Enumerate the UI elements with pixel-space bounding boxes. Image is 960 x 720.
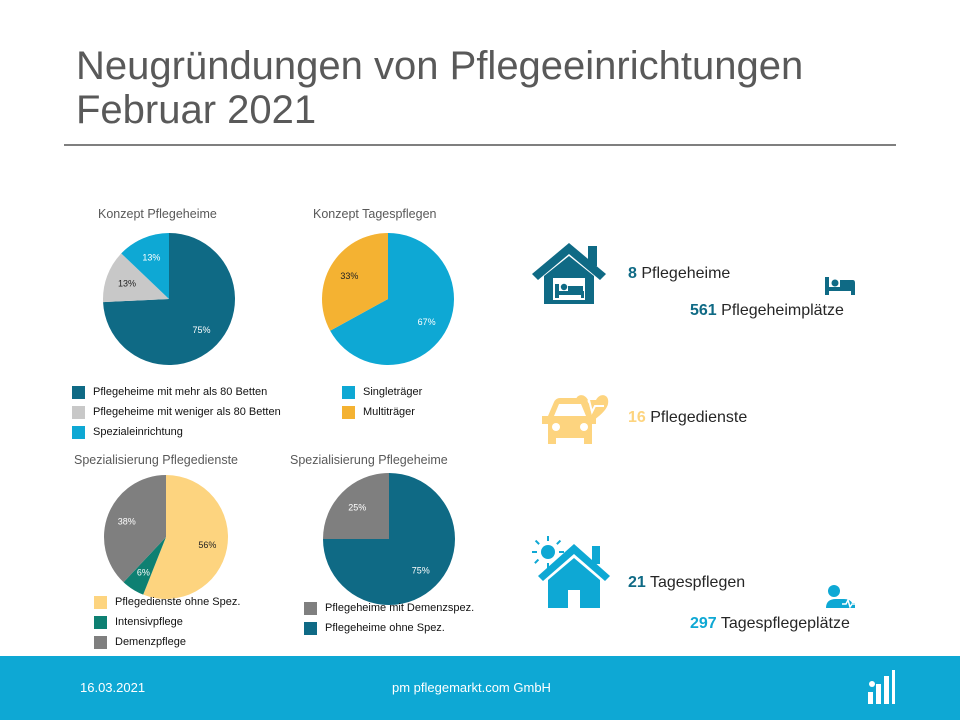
- legend-item: Spezialeinrichtung: [72, 422, 281, 442]
- legend-konzept-tagespflegen: Singleträger Multiträger: [342, 382, 422, 422]
- stat-number: 8: [628, 265, 637, 282]
- legend-label: Pflegeheime ohne Spez.: [325, 622, 445, 634]
- legend-swatch: [72, 385, 85, 399]
- legend-item: Intensivpflege: [94, 612, 240, 632]
- legend-label: Pflegeheime mit Demenzspez.: [325, 602, 475, 614]
- legend-swatch: [304, 621, 317, 635]
- person-lying-icon: [826, 585, 857, 609]
- legend-swatch: [342, 385, 355, 399]
- stat-label: Tagespflegen: [649, 574, 746, 591]
- legend-item: Pflegeheime mit mehr als 80 Betten: [72, 382, 281, 402]
- stat-label: Tagespflegeplätze: [720, 615, 850, 632]
- legend-swatch: [94, 615, 107, 629]
- pie-title-konzept-pflegeheime: Konzept Pflegeheime: [98, 207, 217, 221]
- pie-slice: [121, 233, 169, 299]
- pie-title-spezialisierung-pflegeheime: Spezialisierung Pflegeheime: [290, 453, 448, 467]
- stat-number: 561: [690, 302, 717, 319]
- stat-number: 297: [690, 615, 717, 632]
- legend-swatch: [342, 405, 355, 419]
- pie-data-label: 38%: [118, 516, 136, 526]
- legend-item: Demenzpflege: [94, 632, 240, 652]
- pie-data-label: 13%: [118, 278, 136, 288]
- stat-label: Pflegeheime: [641, 265, 731, 282]
- legend-swatch: [304, 601, 317, 615]
- pie-title-konzept-tagespflegen: Konzept Tagespflegen: [313, 207, 437, 221]
- legend-spezialisierung-pflegeheime: Pflegeheime mit Demenzspez. Pflegeheime …: [304, 598, 474, 638]
- pie-slice: [322, 233, 388, 331]
- legend-label: Demenzpflege: [115, 636, 186, 648]
- stat-label: Pflegedienste: [650, 409, 748, 426]
- title-divider: [64, 144, 896, 146]
- bed-icon: [825, 277, 855, 295]
- title-line-2: Februar 2021: [76, 88, 317, 132]
- pie-slice: [104, 475, 166, 583]
- stat-tagespflegen: 21 Tagespflegen: [628, 574, 745, 592]
- pie-spezialisierung-pflegedienste: 56% 6% 38%: [104, 475, 228, 599]
- legend-label: Pflegedienste ohne Spez.: [115, 596, 241, 608]
- legend-spezialisierung-pflegedienste: Pflegedienste ohne Spez. Intensivpflege …: [94, 592, 240, 652]
- pie-data-label: 33%: [340, 271, 358, 281]
- legend-item: Singleträger: [342, 382, 422, 402]
- legend-swatch: [72, 425, 85, 439]
- legend-label: Multiträger: [363, 406, 415, 418]
- pie-title-spezialisierung-pflegedienste: Spezialisierung Pflegedienste: [74, 453, 238, 467]
- pie-konzept-tagespflegen: 67% 33%: [322, 233, 454, 365]
- stat-number: 21: [628, 574, 646, 591]
- pie-data-label: 75%: [412, 566, 430, 576]
- legend-label: Singleträger: [363, 386, 423, 398]
- legend-label: Intensivpflege: [115, 616, 183, 628]
- pie-slice: [330, 233, 454, 365]
- pie-data-label: 56%: [198, 540, 216, 550]
- legend-swatch: [94, 595, 107, 609]
- stat-pflegeheime: 8 Pflegeheime: [628, 265, 730, 283]
- legend-item: Pflegedienste ohne Spez.: [94, 592, 240, 612]
- footer-date: 16.03.2021: [80, 680, 146, 695]
- sun-house-icon: [532, 536, 610, 608]
- pie-spezialisierung-pflegeheime: 75% 25%: [323, 473, 455, 605]
- pie-konzept-pflegeheime: 75% 13% 13%: [103, 233, 236, 365]
- stat-label: Pflegeheimplätze: [721, 302, 844, 319]
- legend-label: Spezialeinrichtung: [93, 426, 183, 438]
- legend-swatch: [94, 635, 107, 649]
- car-heart-icon: [542, 395, 609, 444]
- stat-number: 16: [628, 409, 646, 426]
- legend-item: Pflegeheime ohne Spez.: [304, 618, 474, 638]
- legend-item: Pflegeheime mit Demenzspez.: [304, 598, 474, 618]
- legend-swatch: [72, 405, 85, 419]
- pie-data-label: 13%: [142, 253, 160, 263]
- stat-pflegedienste: 16 Pflegedienste: [628, 409, 747, 427]
- stat-tagespflegeplaetze: 297 Tagespflegeplätze: [690, 615, 850, 633]
- legend-label: Pflegeheime mit mehr als 80 Betten: [93, 386, 268, 398]
- pie-slice: [143, 475, 228, 599]
- pie-data-label: 67%: [418, 317, 436, 327]
- pie-slice: [123, 537, 166, 595]
- pie-data-label: 25%: [348, 502, 366, 512]
- pie-data-label: 6%: [137, 568, 150, 578]
- legend-konzept-pflegeheime: Pflegeheime mit mehr als 80 Betten Pfleg…: [72, 382, 281, 442]
- stat-pflegeheimplaetze: 561 Pflegeheimplätze: [690, 302, 844, 320]
- pie-slice: [103, 253, 169, 303]
- legend-item: Multiträger: [342, 402, 422, 422]
- page-title: Neugründungen von Pflegeeinrichtungen Fe…: [76, 44, 803, 132]
- footer-company: pm pflegemarkt.com GmbH: [392, 680, 551, 695]
- pie-slice: [323, 473, 389, 539]
- title-line-1: Neugründungen von Pflegeeinrichtungen: [76, 44, 804, 88]
- house-bed-icon: [532, 243, 606, 304]
- legend-item: Pflegeheime mit weniger als 80 Betten: [72, 402, 281, 422]
- pie-data-label: 75%: [192, 325, 210, 335]
- logo-icon: [868, 670, 895, 704]
- pie-slice: [103, 233, 236, 365]
- footer-bar: 16.03.2021 pm pflegemarkt.com GmbH: [0, 656, 960, 720]
- legend-label: Pflegeheime mit weniger als 80 Betten: [93, 406, 281, 418]
